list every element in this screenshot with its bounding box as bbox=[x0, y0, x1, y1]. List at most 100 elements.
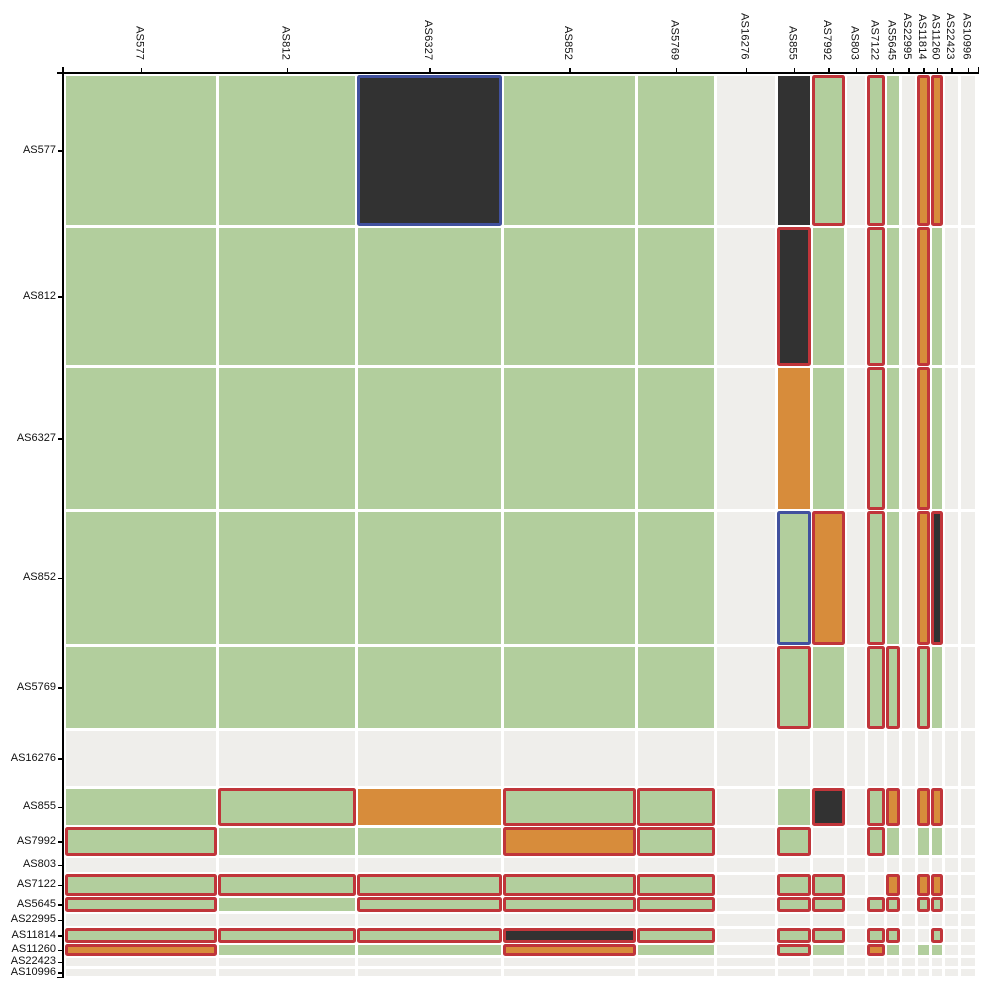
cell-AS6327-AS7122[interactable] bbox=[866, 366, 885, 510]
cell-AS11814-AS5645[interactable] bbox=[885, 927, 900, 943]
cell-AS11260-AS5769[interactable] bbox=[637, 944, 714, 955]
cell-AS812-AS5645[interactable] bbox=[886, 227, 899, 365]
cell-AS855-AS855[interactable] bbox=[777, 788, 810, 825]
cell-AS6327-AS812[interactable] bbox=[218, 367, 355, 509]
cell-AS5769-AS7122[interactable] bbox=[866, 645, 885, 729]
cell-AS11260-AS7992[interactable] bbox=[812, 944, 844, 955]
cell-AS11814-AS812[interactable] bbox=[217, 927, 356, 943]
cell-AS812-AS11814[interactable] bbox=[916, 226, 930, 366]
cell-AS812-AS812[interactable] bbox=[218, 227, 355, 365]
cell-AS852-AS11260[interactable] bbox=[930, 510, 943, 645]
cell-AS812-AS852[interactable] bbox=[503, 227, 635, 365]
cell-AS7992-AS577[interactable] bbox=[64, 826, 217, 856]
cell-AS6327-AS5769[interactable] bbox=[637, 367, 714, 509]
cell-AS812-AS6327[interactable] bbox=[357, 227, 501, 365]
cell-AS5769-AS577[interactable] bbox=[65, 646, 216, 728]
cell-AS7122-AS812[interactable] bbox=[217, 873, 356, 896]
cell-AS812-AS577[interactable] bbox=[65, 227, 216, 365]
cell-AS852-AS852[interactable] bbox=[503, 511, 635, 644]
cell-AS7992-AS812[interactable] bbox=[218, 827, 355, 855]
cell-AS855-AS5769[interactable] bbox=[636, 787, 715, 826]
cell-AS7122-AS5769[interactable] bbox=[636, 873, 715, 896]
cell-AS577-AS852[interactable] bbox=[503, 75, 635, 225]
cell-AS5645-AS5769[interactable] bbox=[636, 896, 715, 912]
cell-AS11814-AS852[interactable] bbox=[502, 927, 636, 943]
cell-AS5645-AS855[interactable] bbox=[776, 896, 811, 912]
cell-AS812-AS7992[interactable] bbox=[812, 227, 844, 365]
cell-AS855-AS812[interactable] bbox=[217, 787, 356, 826]
cell-AS855-AS577[interactable] bbox=[65, 788, 216, 825]
cell-AS577-AS855[interactable] bbox=[777, 75, 810, 225]
cell-AS852-AS7122[interactable] bbox=[866, 510, 885, 645]
cell-AS5769-AS7992[interactable] bbox=[812, 646, 844, 728]
cell-AS7122-AS855[interactable] bbox=[776, 873, 811, 896]
cell-AS812-AS7122[interactable] bbox=[866, 226, 885, 366]
cell-AS5769-AS6327[interactable] bbox=[357, 646, 501, 728]
cell-AS6327-AS852[interactable] bbox=[503, 367, 635, 509]
cell-AS852-AS7992[interactable] bbox=[811, 510, 845, 645]
cell-AS5769-AS855[interactable] bbox=[776, 645, 811, 729]
cell-AS852-AS855[interactable] bbox=[776, 510, 811, 645]
cell-AS11260-AS855[interactable] bbox=[776, 943, 811, 956]
cell-AS852-AS5769[interactable] bbox=[637, 511, 714, 644]
cell-AS11814-AS5769[interactable] bbox=[636, 927, 715, 943]
cell-AS11260-AS7122[interactable] bbox=[866, 943, 885, 956]
cell-AS812-AS11260[interactable] bbox=[931, 227, 942, 365]
cell-AS7122-AS6327[interactable] bbox=[356, 873, 502, 896]
cell-AS5645-AS852[interactable] bbox=[502, 896, 636, 912]
cell-AS7992-AS5645[interactable] bbox=[886, 827, 899, 855]
cell-AS11260-AS5645[interactable] bbox=[886, 944, 899, 955]
cell-AS577-AS11260[interactable] bbox=[930, 74, 943, 226]
cell-AS7122-AS7992[interactable] bbox=[811, 873, 845, 896]
cell-AS5769-AS11814[interactable] bbox=[916, 645, 930, 729]
cell-AS852-AS812[interactable] bbox=[218, 511, 355, 644]
cell-AS855-AS7992[interactable] bbox=[811, 787, 845, 826]
cell-AS7992-AS11814[interactable] bbox=[917, 827, 929, 855]
cell-AS5645-AS577[interactable] bbox=[64, 896, 217, 912]
cell-AS11814-AS6327[interactable] bbox=[356, 927, 502, 943]
cell-AS7992-AS852[interactable] bbox=[502, 826, 636, 856]
cell-AS852-AS577[interactable] bbox=[65, 511, 216, 644]
cell-AS11814-AS577[interactable] bbox=[64, 927, 217, 943]
cell-AS11260-AS852[interactable] bbox=[502, 943, 636, 956]
cell-AS7992-AS7122[interactable] bbox=[866, 826, 885, 856]
cell-AS577-AS7992[interactable] bbox=[811, 74, 845, 226]
cell-AS11814-AS7992[interactable] bbox=[811, 927, 845, 943]
cell-AS852-AS6327[interactable] bbox=[357, 511, 501, 644]
cell-AS7992-AS11260[interactable] bbox=[931, 827, 942, 855]
cell-AS812-AS855[interactable] bbox=[776, 226, 811, 366]
cell-AS11260-AS11260[interactable] bbox=[931, 944, 942, 955]
cell-AS855-AS11814[interactable] bbox=[916, 787, 930, 826]
cell-AS855-AS7122[interactable] bbox=[866, 787, 885, 826]
cell-AS855-AS11260[interactable] bbox=[930, 787, 943, 826]
cell-AS11814-AS855[interactable] bbox=[776, 927, 811, 943]
cell-AS5645-AS7122[interactable] bbox=[866, 896, 885, 912]
cell-AS5769-AS812[interactable] bbox=[218, 646, 355, 728]
cell-AS6327-AS5645[interactable] bbox=[886, 367, 899, 509]
cell-AS577-AS11814[interactable] bbox=[916, 74, 930, 226]
cell-AS577-AS577[interactable] bbox=[65, 75, 216, 225]
cell-AS5645-AS812[interactable] bbox=[218, 897, 355, 911]
cell-AS7122-AS11260[interactable] bbox=[930, 873, 943, 896]
cell-AS5769-AS852[interactable] bbox=[503, 646, 635, 728]
cell-AS855-AS6327[interactable] bbox=[357, 788, 501, 825]
cell-AS852-AS5645[interactable] bbox=[886, 511, 899, 644]
cell-AS5645-AS11260[interactable] bbox=[930, 896, 943, 912]
cell-AS855-AS5645[interactable] bbox=[885, 787, 900, 826]
cell-AS577-AS5645[interactable] bbox=[886, 75, 899, 225]
cell-AS7992-AS5769[interactable] bbox=[636, 826, 715, 856]
cell-AS11260-AS812[interactable] bbox=[218, 944, 355, 955]
cell-AS11260-AS11814[interactable] bbox=[917, 944, 929, 955]
cell-AS852-AS11814[interactable] bbox=[916, 510, 930, 645]
cell-AS7992-AS855[interactable] bbox=[776, 826, 811, 856]
cell-AS5645-AS6327[interactable] bbox=[356, 896, 502, 912]
cell-AS6327-AS11814[interactable] bbox=[916, 366, 930, 510]
cell-AS577-AS812[interactable] bbox=[218, 75, 355, 225]
cell-AS11814-AS11260[interactable] bbox=[930, 927, 943, 943]
cell-AS5645-AS7992[interactable] bbox=[811, 896, 845, 912]
cell-AS855-AS852[interactable] bbox=[502, 787, 636, 826]
cell-AS6327-AS11260[interactable] bbox=[931, 367, 942, 509]
cell-AS6327-AS7992[interactable] bbox=[812, 367, 844, 509]
cell-AS5769-AS11260[interactable] bbox=[931, 646, 942, 728]
cell-AS11814-AS7122[interactable] bbox=[866, 927, 885, 943]
